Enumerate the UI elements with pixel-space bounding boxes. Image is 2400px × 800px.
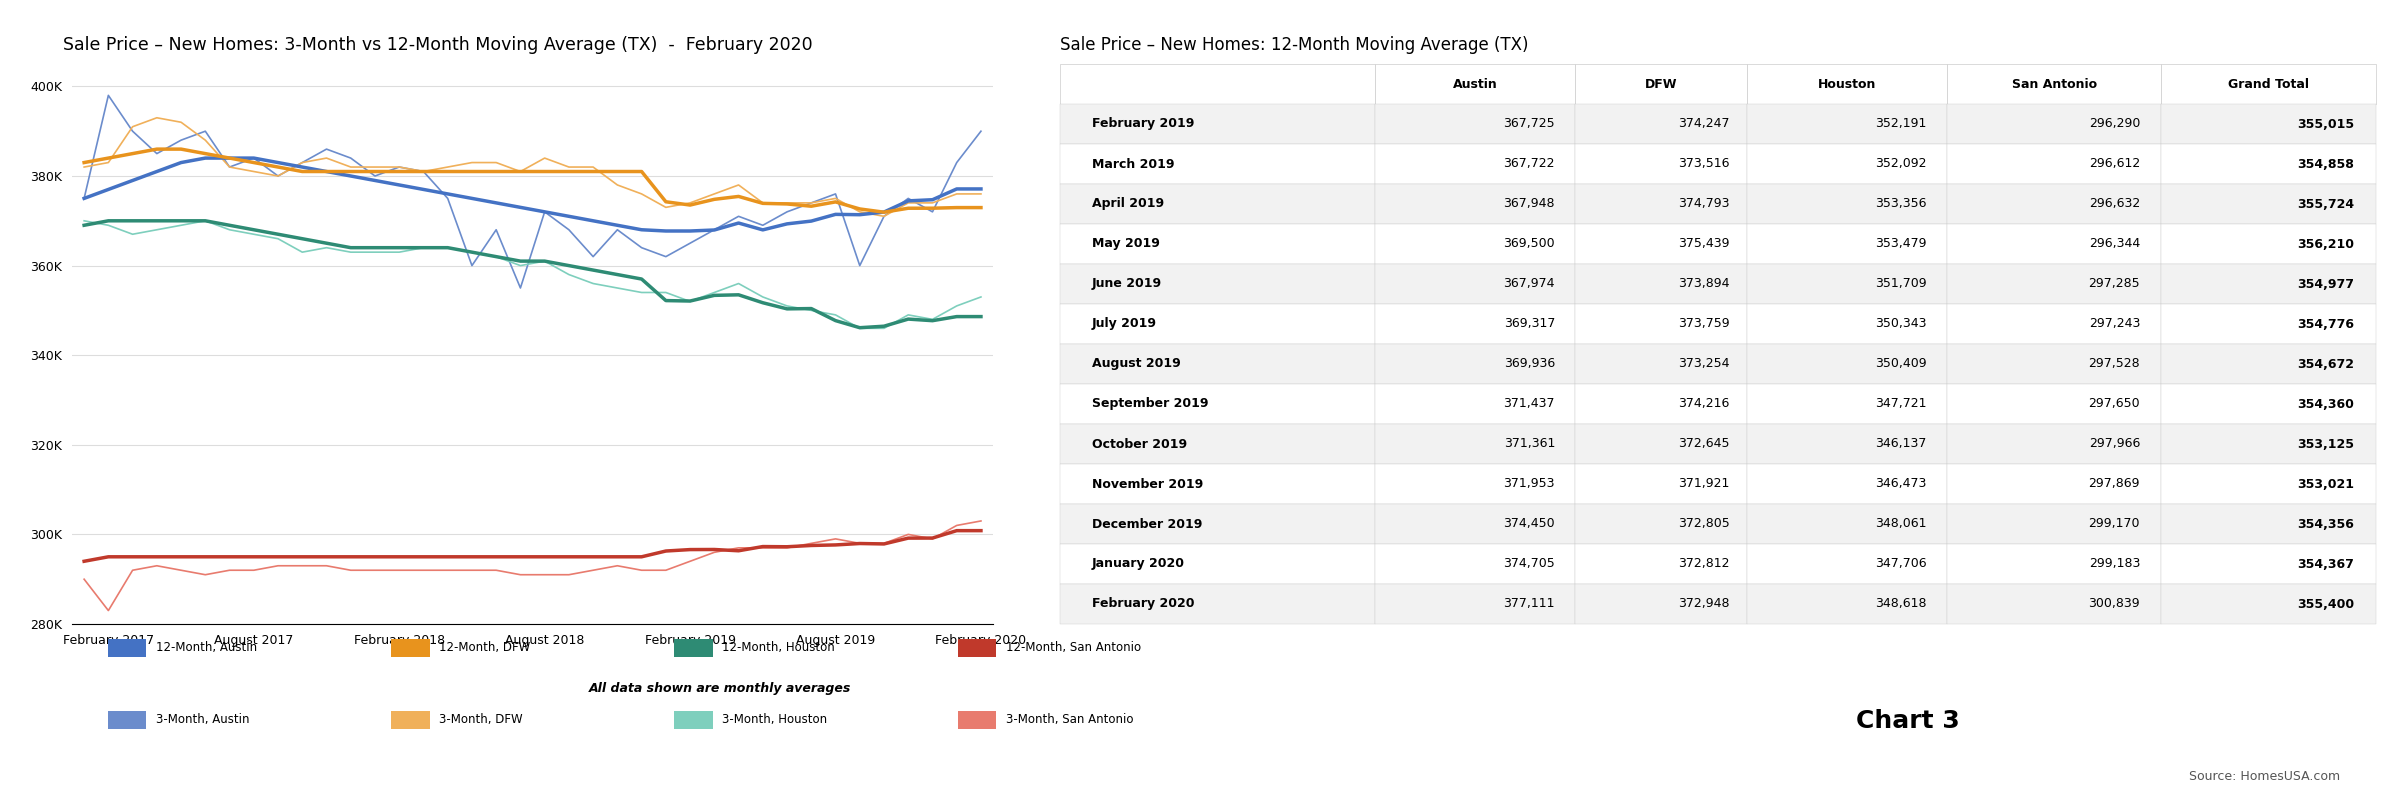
Text: Source: HomesUSA.com: Source: HomesUSA.com <box>2189 770 2340 783</box>
Text: 12-Month, Houston: 12-Month, Houston <box>722 642 835 654</box>
Text: All data shown are monthly averages: All data shown are monthly averages <box>588 682 852 695</box>
Text: 12-Month, DFW: 12-Month, DFW <box>439 642 530 654</box>
Text: Sale Price – New Homes: 12-Month Moving Average (TX): Sale Price – New Homes: 12-Month Moving … <box>1061 36 1529 54</box>
Text: 12-Month, Austin: 12-Month, Austin <box>156 642 257 654</box>
Text: 12-Month, San Antonio: 12-Month, San Antonio <box>1006 642 1140 654</box>
Text: Sale Price – New Homes: 3-Month vs 12-Month Moving Average (TX)  -  February 202: Sale Price – New Homes: 3-Month vs 12-Mo… <box>62 36 814 54</box>
Text: 3-Month, Houston: 3-Month, Houston <box>722 714 828 726</box>
Text: 3-Month, San Antonio: 3-Month, San Antonio <box>1006 714 1133 726</box>
Text: 3-Month, Austin: 3-Month, Austin <box>156 714 250 726</box>
Text: Chart 3: Chart 3 <box>1855 709 1961 733</box>
Text: 3-Month, DFW: 3-Month, DFW <box>439 714 523 726</box>
